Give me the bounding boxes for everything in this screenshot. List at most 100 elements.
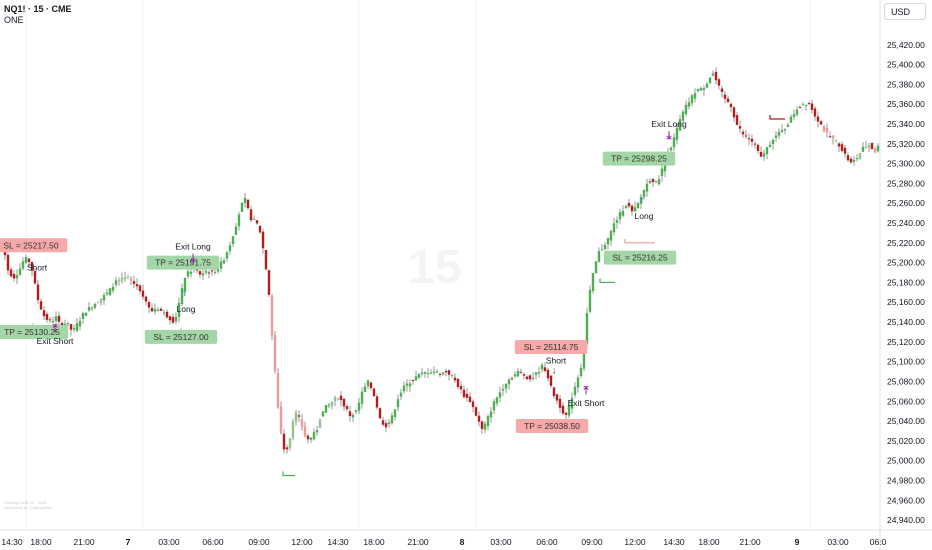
candle-body <box>675 127 679 140</box>
price-tick-label: 24,940.00 <box>887 515 925 525</box>
price-tick-label: 25,380.00 <box>887 79 925 89</box>
candle-body <box>111 286 115 291</box>
candle-body <box>840 144 844 151</box>
time-tick-label: 14:30 <box>1 537 23 547</box>
candle-body <box>303 426 307 437</box>
symbol-title[interactable]: NQ1! · 15 · CME <box>4 4 72 14</box>
take-profit-label: TP = 25130.25 <box>4 327 60 337</box>
take-profit-label-box[interactable] <box>603 250 677 265</box>
candle-body <box>399 392 403 397</box>
candle-body <box>528 375 532 380</box>
candle-body <box>324 405 328 413</box>
candle-body <box>753 143 757 145</box>
candle-body <box>48 319 52 321</box>
time-tick-label: 09:00 <box>248 537 270 547</box>
candle-body <box>33 271 37 284</box>
candle-body <box>405 383 409 386</box>
candle-body <box>603 245 607 250</box>
candle-body <box>78 320 82 327</box>
signal-label: Short <box>546 356 567 366</box>
candle-body <box>534 372 538 376</box>
candle-body <box>261 231 265 249</box>
candle-body <box>813 108 817 117</box>
price-axis-panel[interactable] <box>880 0 932 550</box>
candle-body <box>363 386 367 393</box>
candle-body <box>594 261 598 274</box>
stop-loss-label-box[interactable] <box>0 238 68 253</box>
candle-body <box>621 210 625 216</box>
candle-body <box>762 153 766 157</box>
candle-body <box>186 271 190 277</box>
candle-body <box>744 135 748 137</box>
price-tick-label: 25,340.00 <box>887 119 925 129</box>
candle-body <box>93 304 97 308</box>
candle-body <box>699 87 703 91</box>
candle-body <box>420 372 424 374</box>
indicator-name[interactable]: ONE <box>4 15 24 25</box>
take-profit-label-box[interactable] <box>144 329 218 344</box>
interval-watermark: 15 <box>408 241 462 294</box>
candle-body <box>39 301 43 310</box>
currency-button[interactable]: USD <box>884 3 926 20</box>
price-tick-label: 25,420.00 <box>887 40 925 50</box>
candle-body <box>96 302 100 304</box>
candle-body <box>720 88 724 92</box>
candle-body <box>126 277 130 279</box>
chart-header: NQ1! · 15 · CME ONE <box>4 4 72 26</box>
candle-body <box>498 392 502 398</box>
take-profit-label-box[interactable] <box>146 255 220 270</box>
stop-loss-label-box[interactable] <box>515 419 589 434</box>
candle-body <box>714 71 718 81</box>
candle-body <box>12 273 16 279</box>
price-tick-label: 25,080.00 <box>887 376 925 386</box>
candle-body <box>687 102 691 107</box>
time-tick-label: 18:00 <box>363 537 385 547</box>
price-tick-label: 25,240.00 <box>887 218 925 228</box>
candle-body <box>204 270 208 273</box>
candle-body <box>321 411 325 417</box>
candle-body <box>738 126 742 129</box>
candle-body <box>294 412 298 422</box>
candle-body <box>543 367 547 371</box>
price-tick-label: 25,300.00 <box>887 159 925 169</box>
candle-body <box>123 277 127 279</box>
candle-body <box>756 144 760 151</box>
take-profit-label-box[interactable] <box>0 324 69 339</box>
candle-body <box>783 129 787 131</box>
candle-body <box>801 104 805 106</box>
stop-loss-label-box[interactable] <box>514 340 588 355</box>
short-arrow-icon: ↓ <box>33 273 38 284</box>
candle-body <box>552 387 556 397</box>
candle-body <box>309 437 313 440</box>
candle-body <box>849 158 853 163</box>
candle-body <box>609 231 613 241</box>
candle-body <box>705 83 709 88</box>
candle-body <box>858 153 862 160</box>
candle-body <box>792 114 796 117</box>
candle-body <box>6 254 10 271</box>
time-tick-label: 8 <box>460 537 465 547</box>
candle-body <box>387 422 391 424</box>
candle-body <box>510 378 514 380</box>
candle-body <box>81 313 85 319</box>
candle-body <box>450 374 454 376</box>
candle-body <box>576 377 580 388</box>
time-tick-label: 21:00 <box>73 537 95 547</box>
candle-body <box>108 288 112 296</box>
candle-body <box>198 271 202 275</box>
candle-body <box>828 136 832 138</box>
candle-body <box>465 393 469 398</box>
long-arrow-icon: ↑ <box>640 195 645 206</box>
take-profit-label-box[interactable] <box>602 151 676 166</box>
candle-body <box>774 135 778 138</box>
candle-body <box>129 278 133 281</box>
candle-body <box>579 368 583 377</box>
candle-body <box>795 109 799 115</box>
candle-body <box>735 115 739 125</box>
candle-body <box>597 251 601 262</box>
candle-body <box>585 313 589 344</box>
level-line <box>282 471 295 477</box>
candle-body <box>195 269 199 271</box>
candle-body <box>21 261 25 269</box>
